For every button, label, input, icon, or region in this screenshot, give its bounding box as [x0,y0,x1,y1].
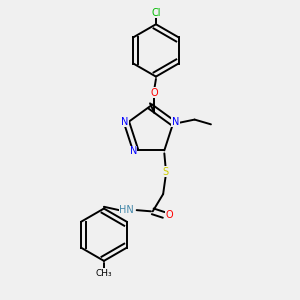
Text: N: N [121,117,128,127]
Text: CH₃: CH₃ [96,269,112,278]
Text: Cl: Cl [151,8,161,18]
Text: O: O [151,88,158,98]
Text: HN: HN [119,205,134,215]
Text: S: S [163,167,169,177]
Text: O: O [165,210,173,220]
Text: N: N [130,146,137,156]
Text: N: N [172,117,179,127]
